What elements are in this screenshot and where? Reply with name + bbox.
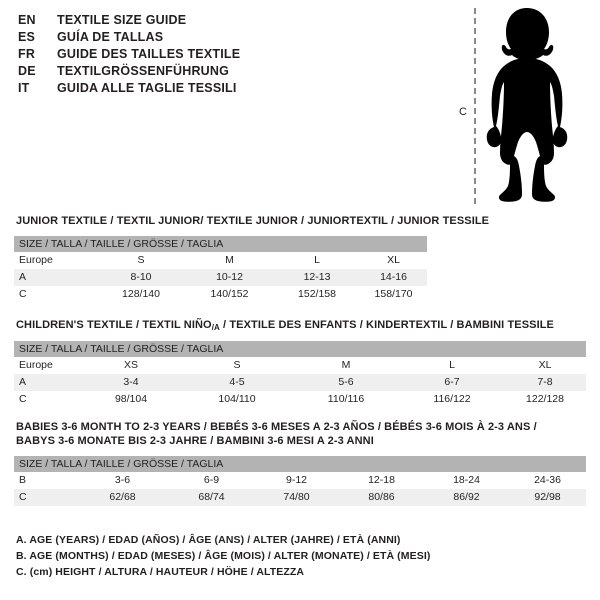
table-band-row: SIZE / TALLA / TAILLE / GRÖSSE / TAGLIA xyxy=(14,236,428,252)
section-title-pre: CHILDREN'S TEXTILE / TEXTIL NIÑO xyxy=(16,319,212,331)
table-band-row: SIZE / TALLA / TAILLE / GRÖSSE / TAGLIA xyxy=(14,341,586,357)
cell: L xyxy=(400,357,504,374)
cell: XL xyxy=(360,252,428,269)
row-label: C xyxy=(14,286,97,303)
cell: L xyxy=(274,252,360,269)
row-label: C xyxy=(14,489,76,506)
table-row: Europe XS S M L XL xyxy=(14,357,586,374)
section-title-post: / TEXTILE DES ENFANTS / KINDERTEXTIL / B… xyxy=(219,319,554,331)
table-band-row: SIZE / TALLA / TAILLE / GRÖSSE / TAGLIA xyxy=(14,456,587,472)
language-row: DE TEXTILGRÖSSENFÜHRUNG xyxy=(18,63,438,80)
footnote-a: A. AGE (YEARS) / EDAD (AÑOS) / ÂGE (ANS)… xyxy=(16,534,401,546)
cell: 128/140 xyxy=(97,286,185,303)
language-row: IT GUIDA ALLE TAGLIE TESSILI xyxy=(18,80,438,97)
children-size-table: SIZE / TALLA / TAILLE / GRÖSSE / TAGLIA … xyxy=(14,341,586,408)
section-babies-textile: BABIES 3-6 MONTH TO 2-3 YEARS / BEBÉS 3-… xyxy=(14,420,587,506)
height-measure-dashed-line xyxy=(474,8,476,204)
cell: M xyxy=(292,357,400,374)
band-label: SIZE / TALLA / TAILLE / GRÖSSE / TAGLIA xyxy=(14,236,428,252)
cell: 68/74 xyxy=(169,489,254,506)
cell: 12-13 xyxy=(274,269,360,286)
table-row: A 8-10 10-12 12-13 14-16 xyxy=(14,269,428,286)
language-code: FR xyxy=(18,47,36,61)
cell: 10-12 xyxy=(185,269,274,286)
cell: 6-7 xyxy=(400,374,504,391)
table-row: A 3-4 4-5 5-6 6-7 7-8 xyxy=(14,374,586,391)
cell: 12-18 xyxy=(339,472,424,489)
table-row: C 62/68 68/74 74/80 80/86 86/92 92/98 xyxy=(14,489,587,506)
cell: 104/110 xyxy=(182,391,292,408)
language-title: TEXTILGRÖSSENFÜHRUNG xyxy=(57,64,230,78)
cell: 7-8 xyxy=(504,374,586,391)
language-code: ES xyxy=(18,30,36,44)
language-title-list: EN TEXTILE SIZE GUIDE ES GUÍA DE TALLAS … xyxy=(18,12,438,97)
cell: S xyxy=(97,252,185,269)
cell: S xyxy=(182,357,292,374)
language-row: EN TEXTILE SIZE GUIDE xyxy=(18,12,438,29)
section-title: JUNIOR TEXTILE / TEXTIL JUNIOR/ TEXTILE … xyxy=(16,215,490,227)
cell: 110/116 xyxy=(292,391,400,408)
row-label: C xyxy=(14,391,80,408)
height-illustration: C xyxy=(440,0,600,210)
row-label: A xyxy=(14,269,97,286)
row-label: Europe xyxy=(14,252,97,269)
cell: 116/122 xyxy=(400,391,504,408)
cell: 18-24 xyxy=(424,472,509,489)
row-label: B xyxy=(14,472,76,489)
band-label: SIZE / TALLA / TAILLE / GRÖSSE / TAGLIA xyxy=(14,456,587,472)
language-row: ES GUÍA DE TALLAS xyxy=(18,29,438,46)
cell: 4-5 xyxy=(182,374,292,391)
cell: 158/170 xyxy=(360,286,428,303)
language-title: GUÍA DE TALLAS xyxy=(57,30,164,44)
cell: 92/98 xyxy=(509,489,587,506)
language-row: FR GUIDE DES TAILLES TEXTILE xyxy=(18,46,438,63)
cell: 6-9 xyxy=(169,472,254,489)
language-code: IT xyxy=(18,81,30,95)
cell: 122/128 xyxy=(504,391,586,408)
section-title: CHILDREN'S TEXTILE / TEXTIL NIÑO/A / TEX… xyxy=(16,318,586,333)
section-childrens-textile: CHILDREN'S TEXTILE / TEXTIL NIÑO/A / TEX… xyxy=(14,318,586,408)
row-label: A xyxy=(14,374,80,391)
band-label: SIZE / TALLA / TAILLE / GRÖSSE / TAGLIA xyxy=(14,341,586,357)
cell: 140/152 xyxy=(185,286,274,303)
table-row: B 3-6 6-9 9-12 12-18 18-24 24-36 xyxy=(14,472,587,489)
footnote-legend: A. AGE (YEARS) / EDAD (AÑOS) / ÂGE (ANS)… xyxy=(16,532,430,580)
footnote-c: C. (cm) HEIGHT / ALTURA / HAUTEUR / HÖHE… xyxy=(16,566,305,578)
table-row: Europe S M L XL xyxy=(14,252,428,269)
cell: 98/104 xyxy=(80,391,182,408)
cell: 14-16 xyxy=(360,269,428,286)
section-title-sub: /A xyxy=(211,323,220,332)
cell: 80/86 xyxy=(339,489,424,506)
section-title-line2: BABYS 3-6 MONATE BIS 2-3 JAHRE / BAMBINI… xyxy=(16,435,374,447)
cell: M xyxy=(185,252,274,269)
cell: 8-10 xyxy=(97,269,185,286)
row-label: Europe xyxy=(14,357,80,374)
section-title-line1: BABIES 3-6 MONTH TO 2-3 YEARS / BEBÉS 3-… xyxy=(16,421,537,433)
language-code: EN xyxy=(18,13,36,27)
babies-size-table: SIZE / TALLA / TAILLE / GRÖSSE / TAGLIA … xyxy=(14,456,587,506)
table-row: C 98/104 104/110 110/116 116/122 122/128 xyxy=(14,391,586,408)
cell: XS xyxy=(80,357,182,374)
cell: XL xyxy=(504,357,586,374)
section-junior-textile: JUNIOR TEXTILE / TEXTIL JUNIOR/ TEXTILE … xyxy=(14,214,489,303)
language-code: DE xyxy=(18,64,36,78)
language-title: GUIDA ALLE TAGLIE TESSILI xyxy=(57,81,237,95)
toddler-silhouette-icon xyxy=(486,8,568,202)
cell: 74/80 xyxy=(254,489,339,506)
cell: 9-12 xyxy=(254,472,339,489)
junior-size-table: SIZE / TALLA / TAILLE / GRÖSSE / TAGLIA … xyxy=(14,236,428,303)
cell: 62/68 xyxy=(76,489,169,506)
footnote-b: B. AGE (MONTHS) / EDAD (MESES) / ÂGE (MO… xyxy=(16,550,431,562)
cell: 24-36 xyxy=(509,472,587,489)
cell: 152/158 xyxy=(274,286,360,303)
cell: 5-6 xyxy=(292,374,400,391)
cell: 86/92 xyxy=(424,489,509,506)
height-measure-label: C xyxy=(459,106,467,118)
cell: 3-6 xyxy=(76,472,169,489)
language-title: GUIDE DES TAILLES TEXTILE xyxy=(57,47,241,61)
cell: 3-4 xyxy=(80,374,182,391)
language-title: TEXTILE SIZE GUIDE xyxy=(57,13,187,27)
table-row: C 128/140 140/152 152/158 158/170 xyxy=(14,286,428,303)
